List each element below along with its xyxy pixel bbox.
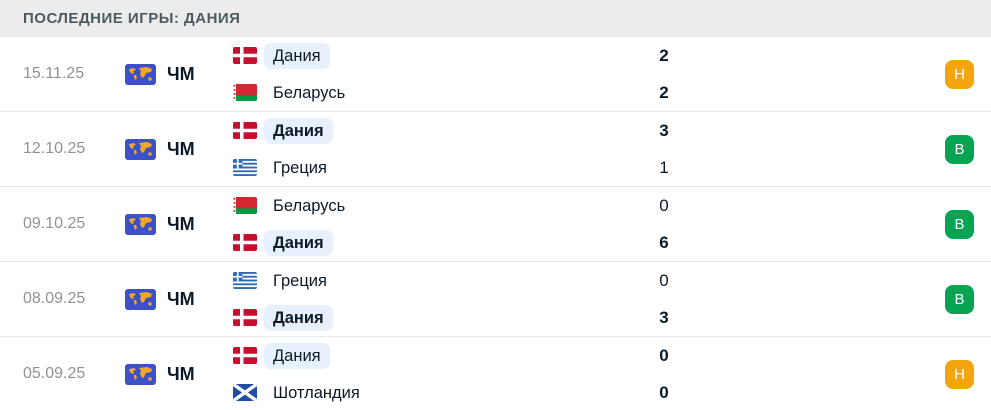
result-badge-col: Н [916, 59, 991, 89]
denmark-flag-icon [233, 309, 257, 326]
result-badge-win: В [945, 209, 974, 239]
team-line: Шотландия 0 [233, 374, 916, 410]
competition: ЧМ [125, 363, 233, 385]
team-line: Дания 3 [233, 112, 916, 149]
match-row[interactable]: 15.11.25 ЧМ Дания 2 Беларусь [0, 37, 991, 112]
team-score: 3 [659, 120, 669, 140]
team-name: Дания [264, 117, 333, 144]
scotland-flag-icon [233, 384, 257, 401]
match-teams: Дания 2 Беларусь 2 [233, 37, 916, 111]
result-badge-col: Н [916, 359, 991, 389]
match-row[interactable]: 05.09.25 ЧМ Дания 0 Шотландия [0, 337, 991, 410]
team-name: Дания [264, 229, 333, 256]
competition: ЧМ [125, 63, 233, 85]
team-name: Беларусь [273, 196, 346, 215]
team-line: Дания 2 [233, 37, 916, 74]
competition: ЧМ [125, 288, 233, 310]
team-score: 2 [659, 82, 669, 102]
team-line: Беларусь 0 [233, 187, 916, 224]
competition: ЧМ [125, 138, 233, 160]
team-line: Греция 1 [233, 149, 916, 186]
result-badge-col: В [916, 284, 991, 314]
team-line: Дания 3 [233, 299, 916, 336]
result-badge-draw: Н [945, 59, 974, 89]
greece-flag-icon [233, 159, 257, 176]
result-badge-win: В [945, 284, 974, 314]
result-badge-draw: Н [945, 359, 974, 389]
world-map-icon [125, 288, 156, 310]
competition-label: ЧМ [167, 288, 195, 309]
match-row[interactable]: 08.09.25 ЧМ Греция 0 Дания [0, 262, 991, 337]
world-map-icon [125, 213, 156, 235]
team-score: 3 [659, 307, 669, 327]
match-row[interactable]: 12.10.25 ЧМ Дания 3 Греция [0, 112, 991, 187]
match-date: 05.09.25 [23, 365, 86, 382]
match-teams: Беларусь 0 Дания 6 [233, 187, 916, 261]
match-teams: Дания 0 Шотландия 0 [233, 337, 916, 410]
denmark-flag-icon [233, 122, 257, 139]
team-score: 0 [659, 270, 669, 290]
team-score: 0 [659, 382, 669, 402]
competition-label: ЧМ [167, 213, 195, 234]
competition: ЧМ [125, 213, 233, 235]
team-name: Греция [273, 271, 327, 290]
result-badge-col: В [916, 134, 991, 164]
match-date: 09.10.25 [23, 215, 86, 232]
denmark-flag-icon [233, 47, 257, 64]
team-name: Греция [273, 158, 327, 177]
team-name: Дания [264, 304, 333, 331]
result-badge-win: В [945, 134, 974, 164]
match-date: 08.09.25 [23, 290, 86, 307]
team-name: Шотландия [273, 383, 360, 402]
competition-label: ЧМ [167, 63, 195, 84]
belarus-flag-icon [233, 197, 257, 214]
team-score: 0 [659, 195, 669, 215]
match-date: 15.11.25 [23, 65, 85, 82]
greece-flag-icon [233, 272, 257, 289]
team-line: Беларусь 2 [233, 74, 916, 111]
matches-list: 15.11.25 ЧМ Дания 2 Беларусь [0, 37, 991, 410]
world-map-icon [125, 138, 156, 160]
team-line: Дания 0 [233, 337, 916, 374]
team-score: 6 [659, 232, 669, 252]
world-map-icon [125, 363, 156, 385]
competition-label: ЧМ [167, 363, 195, 384]
match-row[interactable]: 09.10.25 ЧМ Беларусь 0 Дания [0, 187, 991, 262]
match-teams: Греция 0 Дания 3 [233, 262, 916, 336]
team-name: Дания [264, 42, 330, 69]
team-name: Беларусь [273, 83, 346, 102]
team-line: Дания 6 [233, 224, 916, 261]
match-teams: Дания 3 Греция 1 [233, 112, 916, 186]
result-badge-col: В [916, 209, 991, 239]
team-score: 0 [659, 345, 669, 365]
section-header: ПОСЛЕДНИЕ ИГРЫ: ДАНИЯ [0, 0, 991, 37]
competition-label: ЧМ [167, 138, 195, 159]
team-score: 2 [659, 45, 669, 65]
section-title: ПОСЛЕДНИЕ ИГРЫ: ДАНИЯ [23, 10, 241, 27]
team-score: 1 [659, 157, 669, 177]
belarus-flag-icon [233, 84, 257, 101]
match-date: 12.10.25 [23, 140, 86, 157]
world-map-icon [125, 63, 156, 85]
team-line: Греция 0 [233, 262, 916, 299]
denmark-flag-icon [233, 347, 257, 364]
team-name: Дания [264, 342, 330, 369]
denmark-flag-icon [233, 234, 257, 251]
